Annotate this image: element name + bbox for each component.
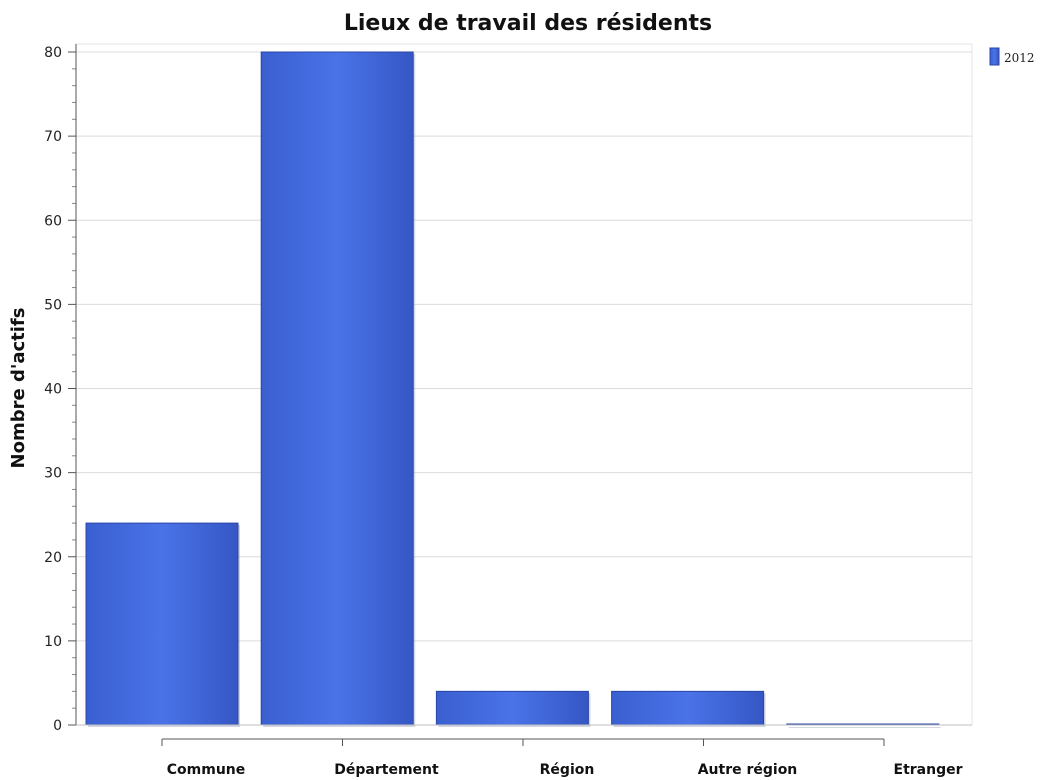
legend-label: 2012	[1004, 51, 1035, 65]
y-tick-label: 40	[44, 382, 62, 398]
legend-swatch	[989, 47, 1000, 66]
y-tick-label: 80	[44, 45, 62, 61]
y-tick-label: 50	[44, 297, 62, 313]
y-tick-label: 30	[44, 466, 62, 482]
bar-commune	[85, 522, 239, 726]
axes	[68, 44, 972, 746]
x-tick-label: Autre région	[698, 762, 798, 778]
bar-d-partement	[260, 51, 414, 726]
y-tick-label: 60	[44, 213, 62, 229]
x-tick-labels: Commune Département Région Autre région Etra…	[167, 762, 963, 778]
bars	[85, 51, 941, 728]
y-tick-labels: 0 10 20 30 40 50 60 70 80	[44, 45, 62, 734]
x-tick-label: Etranger	[894, 762, 963, 778]
y-tick-label: 20	[44, 550, 62, 566]
x-tick-label: Région	[540, 762, 595, 778]
y-tick-label: 70	[44, 129, 62, 145]
bar-autre-r-gion	[611, 690, 765, 726]
y-axis-label: Nombre d'actifs	[8, 308, 29, 469]
x-tick-label: Commune	[167, 762, 246, 778]
legend: 2012	[989, 47, 1035, 66]
x-tick-label: Département	[334, 762, 439, 778]
bar-r-gion	[435, 690, 589, 726]
y-tick-label: 10	[44, 634, 62, 650]
bar-shadow	[788, 727, 941, 728]
chart-title: Lieux de travail des résidents	[344, 11, 712, 36]
y-tick-label: 0	[53, 718, 62, 734]
